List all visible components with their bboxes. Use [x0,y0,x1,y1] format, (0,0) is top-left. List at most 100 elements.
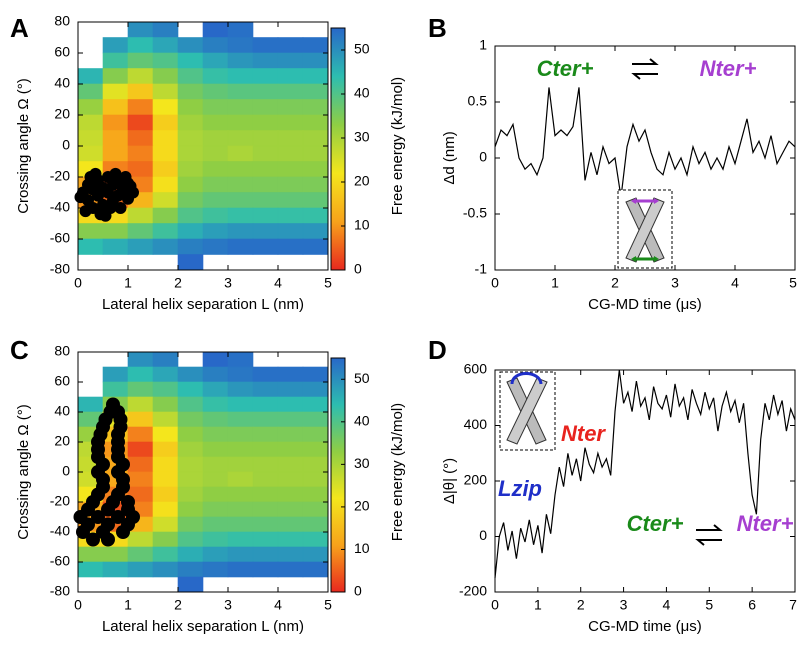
heatmap-cell [202,83,229,100]
heatmap-cell [177,254,204,271]
y-tick-label: 0.5 [468,93,488,109]
heatmap-cell [302,68,329,85]
heatmap-cell [202,21,229,38]
heatmap-cell [127,546,154,563]
panel-1: Cter+ Nter+ 0 1 2 3 4 5 -1 -0.5 0 0.5 1 CG-MD time (μ… [428,13,797,313]
heatmap-cell [302,207,329,224]
heatmap-cell [302,176,329,193]
heatmap-cell [252,441,279,458]
heatmap-cell [302,546,329,563]
heatmap-cell [227,207,254,224]
colorbar-tick-label: 40 [354,85,370,101]
heatmap-cell [227,441,254,458]
heatmap-cell [227,366,254,383]
heatmap-cell [252,411,279,428]
heatmap-cell [102,381,129,398]
heatmap-cell [127,83,154,100]
heatmap-cell [202,546,229,563]
x-tick-label: 2 [577,597,585,613]
heatmap-cell [227,21,254,38]
heatmap-cell [277,366,304,383]
heatmap-cell [302,161,329,178]
heatmap-cell [252,68,279,85]
colorbar-label: Free energy (kJ/mol) [389,77,406,215]
heatmap-cell [102,366,129,383]
heatmap-cell [252,99,279,116]
heatmap-cell [102,114,129,131]
heatmap-cell [152,207,179,224]
heatmap-cell [152,426,179,443]
heatmap-cell [227,471,254,488]
equilibrium-arrow-d [695,524,723,546]
heatmap-cell [252,501,279,518]
y-tick-label: -60 [50,553,70,569]
heatmap-cell [152,176,179,193]
heatmap-cell [127,223,154,240]
scatter-point [74,191,87,204]
heatmap-cell [202,176,229,193]
data-line [494,87,796,198]
heatmap-cell [277,546,304,563]
heatmap-cell [152,192,179,209]
heatmap-cell [127,426,154,443]
heatmap-cell [102,223,129,240]
heatmap-cell [302,486,329,503]
scatter-point [119,171,132,183]
heatmap-cell [277,145,304,162]
heatmap-cell [302,441,329,458]
heatmap-cell [152,396,179,413]
heatmap-cell [152,223,179,240]
panel-label: C [10,335,29,365]
heatmap-cell [152,486,179,503]
heatmap-cell [127,207,154,224]
heatmap-cell [152,351,179,368]
heatmap-cell [302,561,329,578]
heatmap-cell [177,238,204,255]
heatmap-cell [152,381,179,398]
heatmap-cell [127,381,154,398]
scatter-point [124,180,137,193]
y-tick-label: 20 [54,106,70,122]
colorbar-tick-label: 50 [354,370,370,386]
y-tick-label: 0 [62,463,70,479]
heatmap-cell [277,207,304,224]
heatmap-cell [177,83,204,100]
scatter-point [84,171,97,183]
y-tick-label: 0 [62,137,70,153]
heatmap-cell [102,37,129,54]
x-tick-label: 0 [491,597,499,613]
y-tick-label: 0 [479,527,487,543]
colorbar [330,357,346,593]
heatmap-cell [127,21,154,38]
heatmap-cell [202,501,229,518]
heatmap-cell [227,114,254,131]
heatmap-cell [177,441,204,458]
heatmap-cell [252,52,279,69]
heatmap-cell [202,486,229,503]
x-axis-label: CG-MD time (μs) [588,296,702,313]
heatmap-cell [77,561,104,578]
colorbar-tick-label: 0 [354,261,362,277]
heatmap-cell [252,238,279,255]
heatmap-cell [102,130,129,147]
y-tick-label: 80 [54,343,70,359]
panel-label: B [428,13,447,43]
equilibrium-arrow-b [631,58,659,80]
heatmap-cell [252,546,279,563]
x-tick-label: 2 [174,597,182,613]
heatmap-cell [302,114,329,131]
heatmap-cell [302,501,329,518]
heatmap-cell [202,561,229,578]
scatter-point [114,202,127,214]
heatmap-cell [152,83,179,100]
heatmap-cell [302,381,329,398]
scatter-point [79,205,92,218]
x-axis-label: CG-MD time (μs) [588,618,702,635]
heatmap-cell [252,561,279,578]
panel-label: A [10,13,29,43]
heatmap-cell [277,238,304,255]
heatmap-cell [177,145,204,162]
heatmap-cell [277,52,304,69]
heatmap-cell [277,501,304,518]
heatmap-cell [152,366,179,383]
